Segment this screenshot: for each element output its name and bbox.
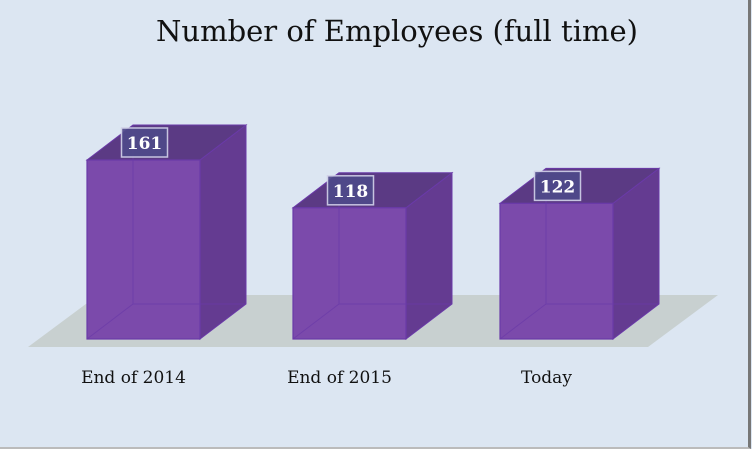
data-label-box-2 <box>533 170 582 202</box>
bar-hidden-edge2-2 <box>499 303 547 340</box>
data-label-1: 118 <box>333 182 369 202</box>
bar-0 <box>86 159 201 340</box>
bar-hidden-edge2-0 <box>86 303 134 340</box>
data-label-0: 161 <box>127 134 163 154</box>
bar-1 <box>292 207 407 340</box>
data-label-2: 122 <box>540 177 576 197</box>
category-label-1: End of 2015 <box>287 368 392 388</box>
data-label-box-1 <box>326 175 375 206</box>
bar-hidden-edge2-1 <box>292 303 340 340</box>
chart-title: Number of Employees (full time) <box>156 14 638 48</box>
category-label-0: End of 2014 <box>81 368 186 388</box>
bar-2 <box>499 202 614 340</box>
category-label-2: Today <box>521 368 572 388</box>
bar-side-0 <box>199 123 247 341</box>
data-label-box-0 <box>120 127 169 158</box>
